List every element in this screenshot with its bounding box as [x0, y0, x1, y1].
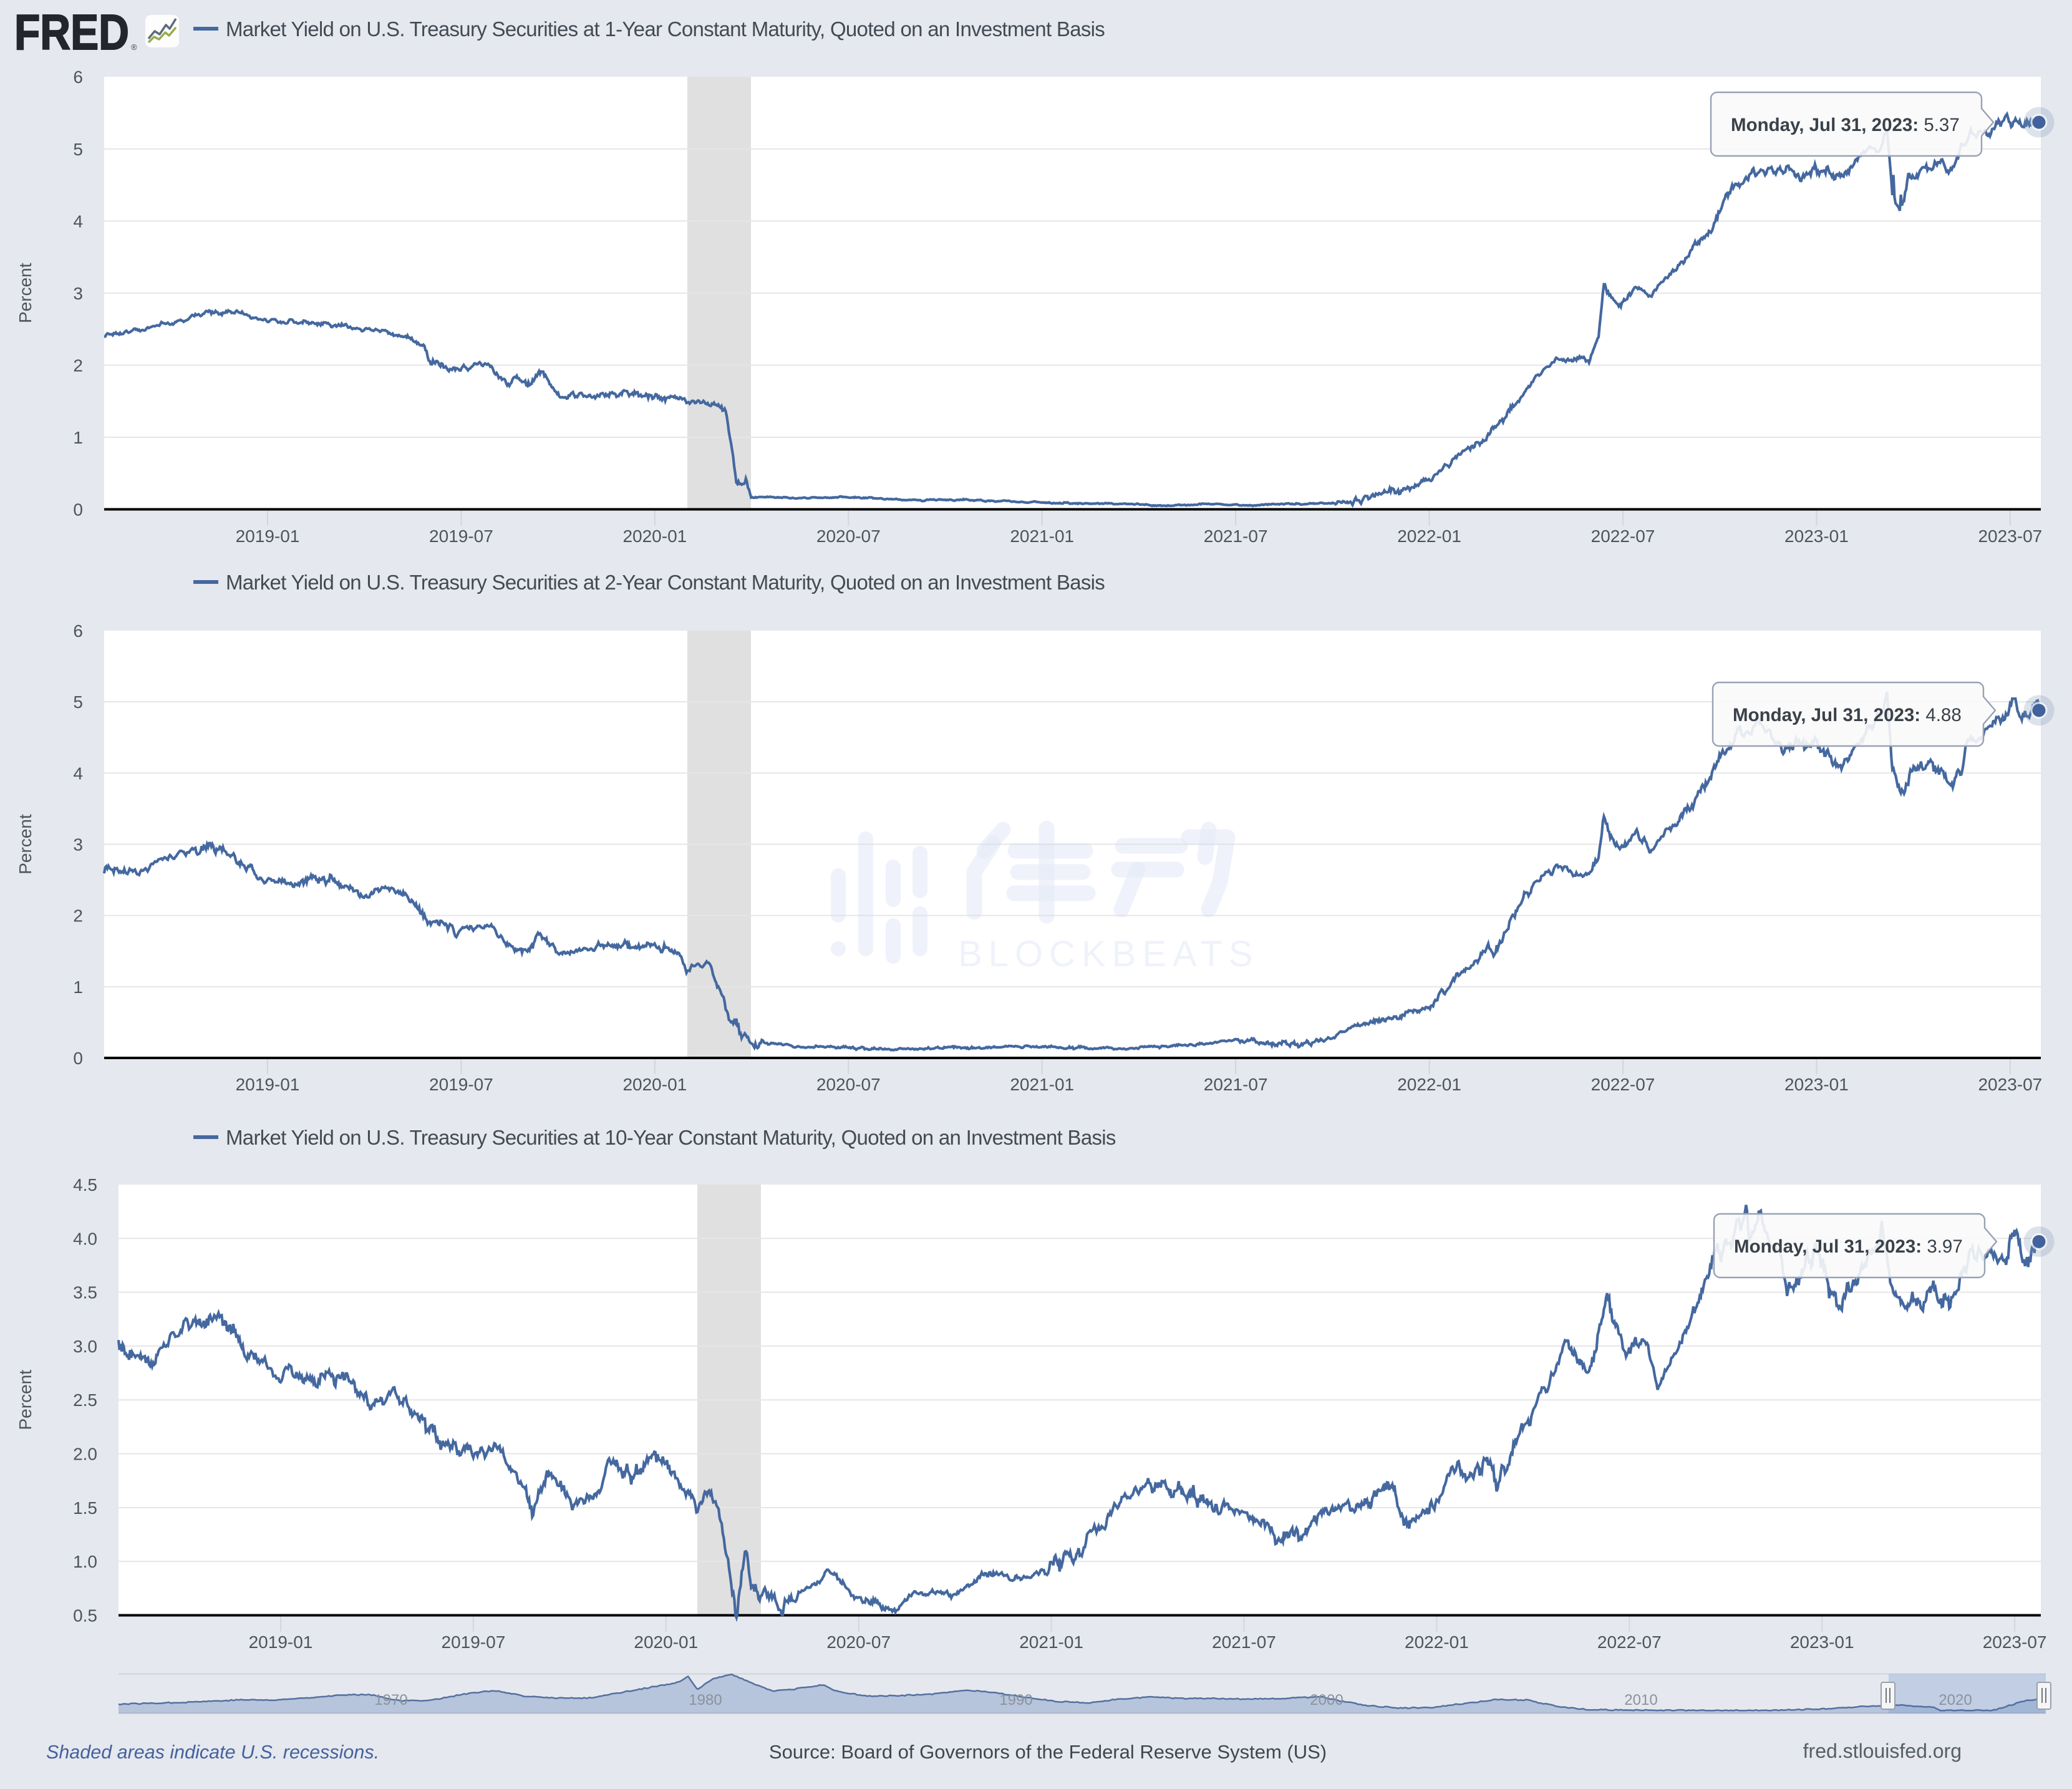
svg-text:Shaded areas indicate U.S. rec: Shaded areas indicate U.S. recessions.: [46, 1742, 379, 1763]
svg-text:2022-01: 2022-01: [1397, 526, 1461, 546]
svg-text:4.5: 4.5: [73, 1175, 97, 1195]
svg-text:2020-01: 2020-01: [622, 526, 687, 546]
svg-text:2021-07: 2021-07: [1204, 526, 1268, 546]
svg-text:2020-07: 2020-07: [826, 1632, 891, 1652]
svg-text:2019-01: 2019-01: [249, 1632, 313, 1652]
svg-text:2022-01: 2022-01: [1397, 1075, 1461, 1094]
svg-text:3.5: 3.5: [73, 1283, 97, 1302]
svg-text:3.0: 3.0: [73, 1337, 97, 1356]
svg-text:Monday, Jul 31, 2023: 3.97: Monday, Jul 31, 2023: 3.97: [1734, 1236, 1963, 1257]
svg-text:1.5: 1.5: [73, 1498, 97, 1518]
svg-text:Market Yield on U.S. Treasury: Market Yield on U.S. Treasury Securities…: [226, 1126, 1116, 1149]
svg-text:5: 5: [73, 692, 83, 712]
svg-text:Percent: Percent: [16, 263, 35, 323]
svg-text:4.0: 4.0: [73, 1229, 97, 1248]
svg-text:2019-07: 2019-07: [429, 526, 493, 546]
svg-text:2010: 2010: [1624, 1692, 1657, 1709]
svg-text:1990: 1990: [999, 1692, 1032, 1709]
svg-text:2022-01: 2022-01: [1405, 1632, 1469, 1652]
svg-text:Market Yield on U.S. Treasury: Market Yield on U.S. Treasury Securities…: [226, 17, 1105, 41]
svg-text:2.0: 2.0: [73, 1445, 97, 1464]
svg-text:1980: 1980: [689, 1692, 722, 1709]
svg-text:2023-07: 2023-07: [1983, 1632, 2047, 1652]
svg-text:2.5: 2.5: [73, 1390, 97, 1410]
svg-text:2021-01: 2021-01: [1019, 1632, 1083, 1652]
svg-text:1970: 1970: [374, 1692, 407, 1709]
svg-text:2022-07: 2022-07: [1591, 526, 1655, 546]
svg-text:Percent: Percent: [16, 1370, 35, 1430]
svg-text:2021-01: 2021-01: [1010, 1075, 1074, 1094]
svg-text:2020-01: 2020-01: [622, 1075, 687, 1094]
svg-text:fred.stlouisfed.org: fred.stlouisfed.org: [1803, 1740, 1962, 1762]
svg-text:2: 2: [73, 356, 83, 375]
svg-text:3: 3: [73, 835, 83, 854]
svg-text:2: 2: [73, 906, 83, 926]
svg-text:2019-07: 2019-07: [442, 1632, 506, 1652]
svg-text:2020-07: 2020-07: [816, 526, 881, 546]
svg-text:2023-07: 2023-07: [1978, 526, 2042, 546]
svg-text:2023-01: 2023-01: [1784, 1075, 1849, 1094]
svg-text:1: 1: [73, 977, 83, 997]
svg-text:0: 0: [73, 500, 83, 520]
svg-text:2023-01: 2023-01: [1784, 526, 1849, 546]
svg-text:2020: 2020: [1939, 1692, 1972, 1709]
svg-text:2023-01: 2023-01: [1790, 1632, 1854, 1652]
svg-text:FRED: FRED: [14, 4, 129, 60]
svg-text:2019-01: 2019-01: [236, 1075, 300, 1094]
svg-text:Percent: Percent: [16, 814, 35, 875]
svg-text:2019-01: 2019-01: [236, 526, 300, 546]
svg-text:1: 1: [73, 428, 83, 447]
svg-text:2021-07: 2021-07: [1204, 1075, 1268, 1094]
svg-text:BLOCKBEATS: BLOCKBEATS: [958, 934, 1259, 974]
svg-text:2019-07: 2019-07: [429, 1075, 493, 1094]
svg-text:4: 4: [73, 764, 83, 783]
svg-text:2022-07: 2022-07: [1591, 1075, 1655, 1094]
svg-text:®: ®: [131, 42, 137, 52]
svg-text:0: 0: [73, 1049, 83, 1068]
svg-text:2022-07: 2022-07: [1597, 1632, 1662, 1652]
svg-text:1.0: 1.0: [73, 1552, 97, 1571]
svg-text:2021-07: 2021-07: [1212, 1632, 1276, 1652]
svg-text:Monday, Jul 31, 2023: 5.37: Monday, Jul 31, 2023: 5.37: [1731, 115, 1960, 135]
svg-text:2000: 2000: [1310, 1692, 1343, 1709]
svg-text:2021-01: 2021-01: [1010, 526, 1074, 546]
svg-text:Market Yield on U.S. Treasury: Market Yield on U.S. Treasury Securities…: [226, 571, 1105, 594]
svg-text:6: 6: [73, 621, 83, 641]
svg-text:Monday, Jul 31, 2023: 4.88: Monday, Jul 31, 2023: 4.88: [1733, 705, 1962, 725]
svg-text:2023-07: 2023-07: [1978, 1075, 2042, 1094]
svg-text:4: 4: [73, 211, 83, 231]
svg-text:2020-01: 2020-01: [634, 1632, 698, 1652]
svg-text:6: 6: [73, 67, 83, 87]
svg-text:Source: Board of Governors of: Source: Board of Governors of the Federa…: [769, 1741, 1327, 1763]
svg-text:5: 5: [73, 140, 83, 159]
svg-text:2020-07: 2020-07: [816, 1075, 881, 1094]
svg-text:3: 3: [73, 284, 83, 303]
svg-text:0.5: 0.5: [73, 1606, 97, 1626]
